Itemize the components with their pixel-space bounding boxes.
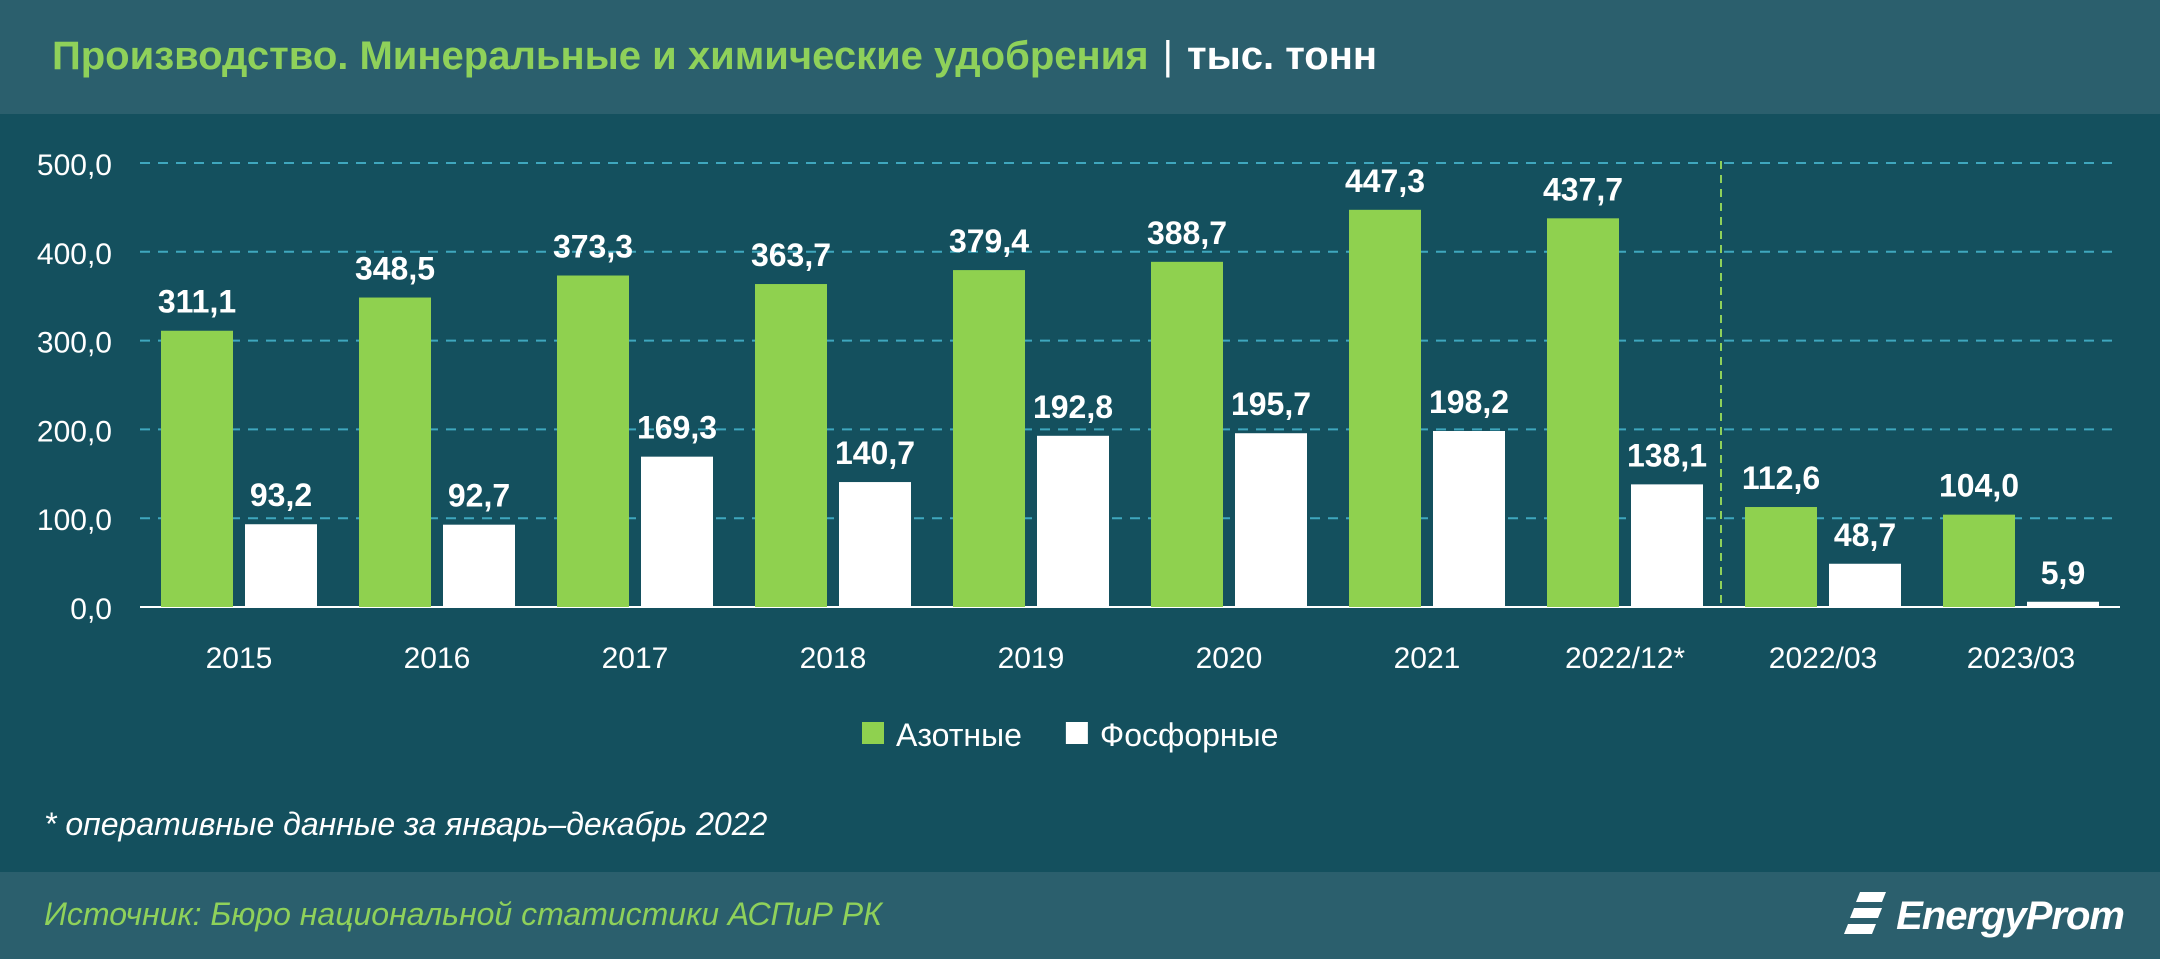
bar-nitrogen [1547,218,1619,608]
energyprom-logo-icon [1844,892,1887,934]
x-tick-label: 2022/12* [1565,642,1685,675]
data-label: 93,2 [250,477,312,513]
bar-nitrogen [1745,507,1817,607]
data-label: 447,3 [1345,163,1425,199]
data-label: 373,3 [553,229,633,265]
data-label: 169,3 [637,410,717,446]
x-tick-label: 2022/03 [1769,642,1877,675]
bar-nitrogen [755,284,827,607]
x-tick-label: 2020 [1196,642,1263,675]
x-tick-label: 2021 [1394,642,1461,675]
legend-swatch-nitrogen [862,722,884,744]
data-label: 198,2 [1429,384,1509,420]
legend-label: Азотные [896,717,1022,753]
footnote: * оперативные данные за январь–декабрь 2… [44,806,768,842]
bar-phosphorus [1631,484,1703,607]
bar-nitrogen [557,275,629,607]
bar-nitrogen [1151,261,1223,607]
header-bar: Производство. Минеральные и химические у… [0,0,2160,114]
data-label: 92,7 [448,478,510,514]
x-tick-label: 2015 [206,642,273,675]
data-label: 195,7 [1231,386,1311,422]
data-label: 311,1 [158,284,236,320]
y-tick-label: 0,0 [70,593,112,626]
x-axis-labels: 2015 2016 2017 2018 2019 2020 2021 2022/12* 2022… [206,642,2076,675]
data-label: 348,5 [355,251,435,287]
data-label: 192,8 [1033,389,1113,425]
source-text: Источник: Бюро национальной статистики А… [44,896,882,932]
gridlines [140,161,2120,608]
bar-nitrogen [953,270,1025,607]
y-tick-label: 300,0 [37,327,112,360]
bar-phosphorus [839,482,911,607]
y-tick-label: 400,0 [37,238,112,271]
data-label: 138,1 [1627,437,1707,473]
x-tick-label: 2016 [404,642,471,675]
x-tick-label: 2017 [602,642,669,675]
y-tick-label: 100,0 [37,504,112,537]
chart-area: 0,0 100,0 200,0 300,0 400,0 500,0 311,1 93,2 34… [0,114,2160,874]
logo-text: EnergyProm [1896,893,2125,938]
bar-phosphorus [1037,435,1109,607]
title-separator: | [1162,34,1173,78]
title-unit: тыс. тонн [1186,34,1378,78]
bar-phosphorus [1829,563,1901,607]
bar-phosphorus [1433,430,1505,607]
bar-phosphorus [2027,601,2099,607]
chart-title: Производство. Минеральные и химические у… [52,34,1377,79]
y-tick-label: 500,0 [37,149,112,182]
data-label: 112,6 [1742,460,1820,496]
y-axis-labels: 0,0 100,0 200,0 300,0 400,0 500,0 [37,149,112,626]
legend-label: Фосфорные [1100,717,1279,753]
bar-phosphorus [245,524,317,607]
x-tick-label: 2019 [998,642,1065,675]
data-label: 437,7 [1543,171,1623,207]
bar-phosphorus [1235,433,1307,607]
data-label: 104,0 [1939,468,2019,504]
y-tick-label: 200,0 [37,415,112,448]
energyprom-logo: EnergyProm [1842,886,2125,946]
title-text: Производство. Минеральные и химические у… [52,34,1149,78]
x-tick-label: 2018 [800,642,867,675]
data-label: 48,7 [1834,517,1896,553]
legend-swatch-phosphorus [1065,722,1088,744]
bar-nitrogen [1943,514,2015,607]
bar-nitrogen [161,330,233,607]
x-tick-label: 2023/03 [1967,642,2075,675]
legend: Азотные Фосфорные [862,717,1278,753]
data-label: 379,4 [949,223,1029,259]
data-label: 363,7 [751,237,831,273]
bar-phosphorus [641,456,713,607]
bar-nitrogen [1349,209,1421,607]
bars: 311,1 93,2 348,5 92,7 373,3 169,3 363,7 140,7 37… [158,163,2099,608]
footer-bar: Источник: Бюро национальной статистики А… [0,872,2160,959]
data-label: 388,7 [1147,215,1227,251]
data-label: 5,9 [2041,555,2085,591]
bar-chart: 0,0 100,0 200,0 300,0 400,0 500,0 311,1 93,2 34… [37,149,2120,753]
bar-nitrogen [359,297,431,607]
data-label: 140,7 [835,435,915,471]
bar-phosphorus [443,524,515,607]
